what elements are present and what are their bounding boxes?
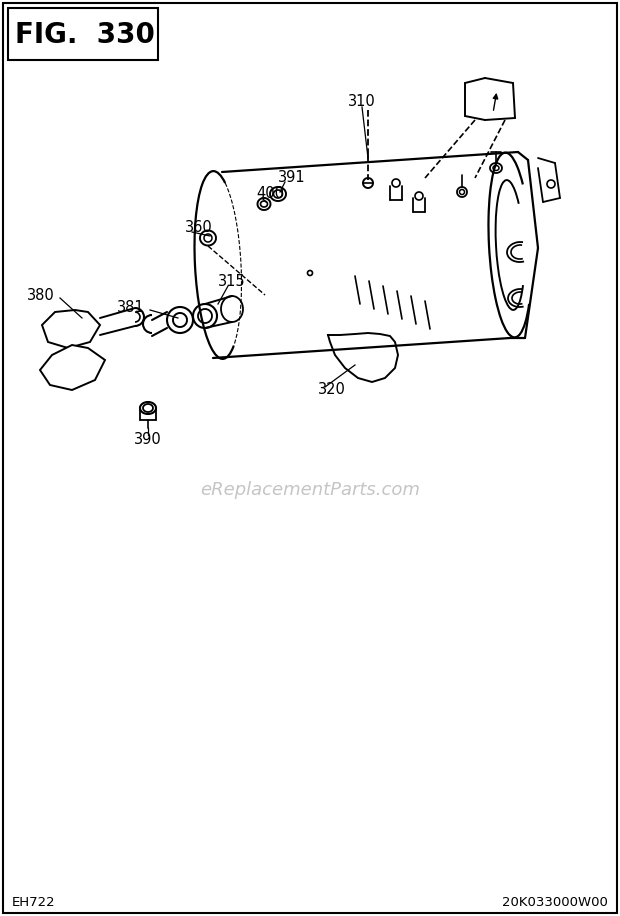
Text: FIG.  330: FIG. 330: [15, 21, 155, 49]
Text: 310: 310: [348, 94, 376, 110]
Polygon shape: [40, 345, 105, 390]
Text: EH722: EH722: [12, 896, 56, 909]
Text: 391: 391: [278, 170, 306, 186]
Text: eReplacementParts.com: eReplacementParts.com: [200, 481, 420, 499]
Text: 381: 381: [117, 300, 145, 314]
Text: 20K033000W00: 20K033000W00: [502, 896, 608, 909]
Text: 390: 390: [134, 432, 162, 448]
Polygon shape: [42, 310, 100, 348]
Text: 315: 315: [218, 275, 246, 289]
Bar: [8, 8, 158, 60]
Text: 320: 320: [318, 383, 346, 398]
Text: 360: 360: [185, 221, 213, 235]
Text: 400: 400: [256, 187, 284, 202]
Text: 380: 380: [27, 288, 55, 302]
